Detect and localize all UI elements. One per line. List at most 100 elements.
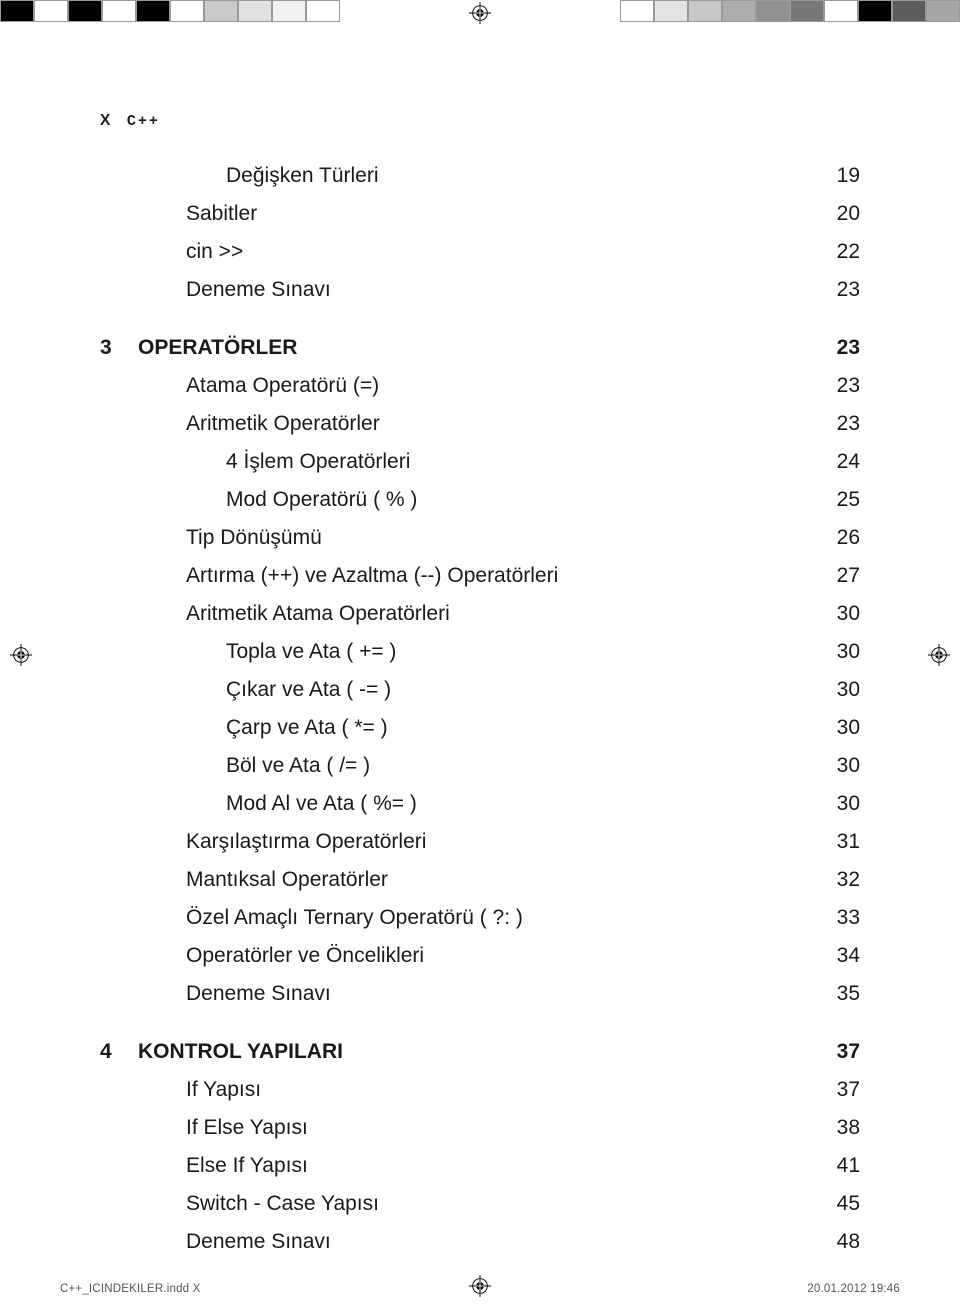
toc-entry-label: KONTROL YAPILARI [138, 1040, 343, 1063]
toc-entry-label: Karşılaştırma Operatörleri [186, 830, 426, 853]
toc-entry-label: Çıkar ve Ata ( -= ) [226, 678, 391, 701]
toc-entry-row: Switch - Case Yapısı 45 [100, 1184, 860, 1222]
toc-entry-label: Else If Yapısı [186, 1154, 308, 1177]
toc-entry-page: 25 [820, 489, 860, 510]
running-head-page: X [100, 112, 111, 130]
calibration-swatches-right [620, 0, 960, 22]
toc-entry-page: 23 [820, 279, 860, 300]
toc-entry-row: Sabitler 20 [100, 194, 860, 232]
toc-entry-label: cin >> [186, 240, 243, 263]
toc-entry-row: Deneme Sınavı 23 [100, 270, 860, 308]
calibration-swatch [204, 0, 238, 22]
toc-entry-row: Operatörler ve Öncelikleri 34 [100, 936, 860, 974]
calibration-swatch [136, 0, 170, 22]
calibration-swatch [34, 0, 68, 22]
toc-entry-page: 27 [820, 565, 860, 586]
toc-entry-page: 37 [820, 1079, 860, 1100]
toc-entry-row: 4 İşlem Operatörleri 24 [100, 442, 860, 480]
toc-entry-page: 48 [820, 1231, 860, 1252]
running-head-title: C++ [127, 113, 160, 130]
toc-entry-page: 30 [820, 755, 860, 776]
toc-entry-label: Böl ve Ata ( /= ) [226, 754, 370, 777]
toc-entry-label: If Yapısı [186, 1078, 261, 1101]
toc-entry-label: Topla ve Ata ( += ) [226, 640, 396, 663]
toc-entry-page: 41 [820, 1155, 860, 1176]
toc-entry-label: Aritmetik Atama Operatörleri [186, 602, 450, 625]
toc-entry-page: 24 [820, 451, 860, 472]
toc-entry-label: Sabitler [186, 202, 257, 225]
calibration-swatch [892, 0, 926, 22]
toc-entry-label: OPERATÖRLER [138, 336, 297, 359]
toc-entry-page: 38 [820, 1117, 860, 1138]
toc-entry-label: Mod Al ve Ata ( %= ) [226, 792, 417, 815]
table-of-contents: Değişken Türleri 19 Sabitler 20 cin >> 22 Dene… [100, 156, 860, 1260]
toc-entry-label: 4 İşlem Operatörleri [226, 450, 410, 473]
toc-entry-row: Mod Operatörü ( % ) 25 [100, 480, 860, 518]
footer-file-info: C++_ICINDEKILER.indd X [60, 1283, 201, 1295]
toc-entry-label: Mod Operatörü ( % ) [226, 488, 417, 511]
toc-entry-row: Atama Operatörü (=)23 [100, 366, 860, 404]
toc-entry-row: Mod Al ve Ata ( %= ) 30 [100, 784, 860, 822]
toc-entry-page: 20 [820, 203, 860, 224]
toc-entry-row: Karşılaştırma Operatörleri 31 [100, 822, 860, 860]
toc-entry-label: Operatörler ve Öncelikleri [186, 944, 424, 967]
toc-entry-page: 30 [820, 679, 860, 700]
toc-entry-label: Mantıksal Operatörler [186, 868, 388, 891]
calibration-swatch [170, 0, 204, 22]
toc-entry-page: 22 [820, 241, 860, 262]
toc-entry-page: 32 [820, 869, 860, 890]
toc-entry-label: Deneme Sınavı [186, 278, 331, 301]
running-head: X C++ [100, 112, 860, 130]
toc-entry-page: 23 [820, 337, 860, 358]
calibration-swatch [272, 0, 306, 22]
toc-entry-page: 33 [820, 907, 860, 928]
toc-entry-label: Çarp ve Ata ( *= ) [226, 716, 388, 739]
toc-chapter-number: 3 [100, 337, 138, 358]
calibration-swatch [0, 0, 34, 22]
calibration-swatch [238, 0, 272, 22]
toc-entry-row: Deneme Sınavı 35 [100, 974, 860, 1012]
page-footer: C++_ICINDEKILER.indd X 20.01.2012 19:46 [60, 1283, 900, 1295]
toc-entry-row: Değişken Türleri 19 [100, 156, 860, 194]
footer-timestamp: 20.01.2012 19:46 [807, 1283, 900, 1295]
toc-entry-page: 30 [820, 793, 860, 814]
registration-mark-icon [10, 644, 32, 666]
toc-entry-page: 34 [820, 945, 860, 966]
toc-entry-page: 30 [820, 603, 860, 624]
calibration-swatch [790, 0, 824, 22]
toc-entry-row: Artırma (++) ve Azaltma (--) Operatörler… [100, 556, 860, 594]
toc-entry-page: 19 [820, 165, 860, 186]
toc-entry-row: Çarp ve Ata ( *= ) 30 [100, 708, 860, 746]
toc-entry-page: 30 [820, 717, 860, 738]
toc-entry-row: Aritmetik Operatörler 23 [100, 404, 860, 442]
toc-entry-page: 23 [820, 375, 860, 396]
calibration-swatch [688, 0, 722, 22]
page-content: X C++ Değişken Türleri 19 Sabitler 20 cin >>… [100, 112, 860, 1260]
toc-entry-row: Özel Amaçlı Ternary Operatörü ( ?: )33 [100, 898, 860, 936]
registration-mark-icon [469, 2, 491, 24]
toc-entry-row: Else If Yapısı 41 [100, 1146, 860, 1184]
calibration-swatch [926, 0, 960, 22]
toc-entry-label: Tip Dönüşümü [186, 526, 322, 549]
toc-entry-row: If Yapısı 37 [100, 1070, 860, 1108]
calibration-swatch [824, 0, 858, 22]
toc-entry-page: 23 [820, 413, 860, 434]
toc-entry-page: 30 [820, 641, 860, 662]
toc-entry-row: Deneme Sınavı48 [100, 1222, 860, 1260]
toc-entry-row: Topla ve Ata ( += ) 30 [100, 632, 860, 670]
toc-entry-row: If Else Yapısı38 [100, 1108, 860, 1146]
toc-entry-row: Aritmetik Atama Operatörleri 30 [100, 594, 860, 632]
calibration-swatch [306, 0, 340, 22]
toc-entry-label: Aritmetik Operatörler [186, 412, 380, 435]
toc-entry-page: 31 [820, 831, 860, 852]
toc-entry-row: cin >> 22 [100, 232, 860, 270]
toc-entry-page: 45 [820, 1193, 860, 1214]
calibration-swatches-left [0, 0, 340, 22]
toc-entry-label: Değişken Türleri [226, 164, 379, 187]
toc-entry-page: 35 [820, 983, 860, 1004]
toc-entry-label: Switch - Case Yapısı [186, 1192, 379, 1215]
calibration-swatch [722, 0, 756, 22]
calibration-swatch [858, 0, 892, 22]
toc-entry-label: Deneme Sınavı [186, 982, 331, 1005]
calibration-swatch [620, 0, 654, 22]
